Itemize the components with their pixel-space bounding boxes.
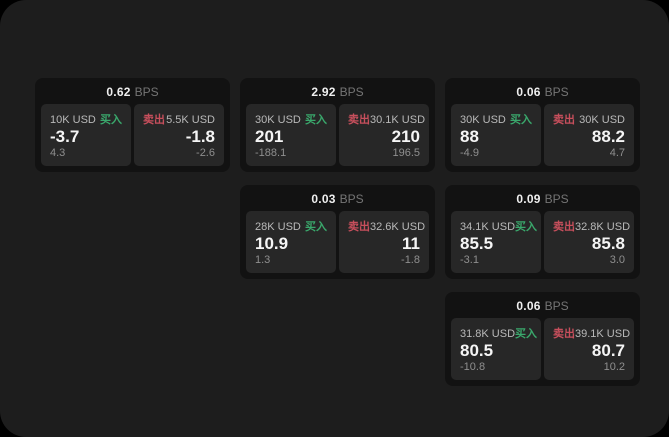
sell-side-label: 卖出: [143, 114, 165, 126]
buy-sell-panels: 34.1K USD 买入 85.5 -3.1 卖出 32.8K USD 85.8…: [451, 211, 634, 273]
buy-price: 88: [460, 127, 479, 147]
buy-panel[interactable]: 31.8K USD 买入 80.5 -10.8: [451, 318, 541, 380]
sell-delta: 4.7: [609, 147, 625, 159]
buy-price: 85.5: [460, 234, 494, 254]
sell-panel[interactable]: 卖出 32.6K USD 11 -1.8: [339, 211, 429, 273]
quote-card: 0.06 BPS 30K USD 买入 88 -4.9 卖出: [445, 78, 640, 172]
buy-delta: -10.8: [460, 361, 486, 373]
sell-size: 32.6K USD: [370, 221, 426, 233]
buy-price: 10.9: [255, 234, 289, 254]
buy-price: 80.5: [460, 341, 494, 361]
bps-value: 0.62: [106, 85, 131, 99]
sell-side-label: 卖出: [553, 328, 575, 340]
sell-panel[interactable]: 卖出 32.8K USD 85.8 3.0: [544, 211, 634, 273]
buy-size: 34.1K USD: [460, 221, 516, 233]
sell-size: 39.1K USD: [575, 328, 631, 340]
sell-delta: 10.2: [603, 361, 625, 373]
bps-unit-label: BPS: [134, 85, 159, 99]
quote-card: 2.92 BPS 30K USD 买入 201 -188.1 卖出: [240, 78, 435, 172]
buy-sell-panels: 31.8K USD 买入 80.5 -10.8 卖出 39.1K USD 80.…: [451, 318, 634, 380]
quote-card: 0.09 BPS 34.1K USD 买入 85.5 -3.1 卖出: [445, 185, 640, 279]
bps-header: 0.06 BPS: [451, 83, 634, 101]
buy-price: 201: [255, 127, 284, 147]
buy-size: 10K USD: [50, 114, 96, 126]
bps-header: 0.62 BPS: [41, 83, 224, 101]
buy-delta: -3.1: [460, 254, 479, 266]
bps-value: 0.03: [311, 192, 336, 206]
sell-price: 210: [391, 127, 420, 147]
buy-panel[interactable]: 30K USD 买入 88 -4.9: [451, 104, 541, 166]
quote-card: 0.06 BPS 31.8K USD 买入 80.5 -10.8 卖出: [445, 292, 640, 386]
sell-delta: 3.0: [609, 254, 625, 266]
buy-delta: 1.3: [255, 254, 271, 266]
bps-unit-label: BPS: [339, 85, 364, 99]
sell-side-label: 卖出: [553, 221, 575, 233]
buy-size: 28K USD: [255, 221, 301, 233]
sell-size: 30K USD: [579, 114, 625, 126]
bps-value: 0.06: [516, 299, 541, 313]
buy-side-label: 买入: [100, 114, 122, 126]
sell-size: 30.1K USD: [370, 114, 426, 126]
buy-size: 31.8K USD: [460, 328, 516, 340]
sell-panel[interactable]: 卖出 5.5K USD -1.8 -2.6: [134, 104, 224, 166]
buy-price: -3.7: [50, 127, 80, 147]
sell-price: 11: [402, 234, 420, 254]
bps-unit-label: BPS: [544, 85, 569, 99]
sell-panel[interactable]: 卖出 30.1K USD 210 196.5: [339, 104, 429, 166]
bps-header: 0.06 BPS: [451, 297, 634, 315]
sell-size: 32.8K USD: [575, 221, 631, 233]
bps-unit-label: BPS: [339, 192, 364, 206]
buy-panel[interactable]: 34.1K USD 买入 85.5 -3.1: [451, 211, 541, 273]
bps-value: 2.92: [311, 85, 336, 99]
buy-panel[interactable]: 10K USD 买入 -3.7 4.3: [41, 104, 131, 166]
buy-sell-panels: 30K USD 买入 88 -4.9 卖出 30K USD 88.2 4.7: [451, 104, 634, 166]
buy-panel[interactable]: 28K USD 买入 10.9 1.3: [246, 211, 336, 273]
sell-panel[interactable]: 卖出 30K USD 88.2 4.7: [544, 104, 634, 166]
sell-delta: 196.5: [392, 147, 420, 159]
buy-side-label: 买入: [305, 221, 327, 233]
bps-value: 0.09: [516, 192, 541, 206]
buy-delta: -4.9: [460, 147, 479, 159]
sell-size: 5.5K USD: [166, 114, 215, 126]
sell-price: 80.7: [591, 341, 625, 361]
sell-price: -1.8: [185, 127, 215, 147]
buy-panel[interactable]: 30K USD 买入 201 -188.1: [246, 104, 336, 166]
buy-sell-panels: 28K USD 买入 10.9 1.3 卖出 32.6K USD 11 -1.8: [246, 211, 429, 273]
sell-side-label: 卖出: [553, 114, 575, 126]
bps-header: 0.03 BPS: [246, 190, 429, 208]
buy-size: 30K USD: [460, 114, 506, 126]
buy-size: 30K USD: [255, 114, 301, 126]
buy-sell-panels: 30K USD 买入 201 -188.1 卖出 30.1K USD 210 1…: [246, 104, 429, 166]
bps-unit-label: BPS: [544, 192, 569, 206]
buy-side-label: 买入: [305, 114, 327, 126]
bps-header: 0.09 BPS: [451, 190, 634, 208]
bps-value: 0.06: [516, 85, 541, 99]
bps-header: 2.92 BPS: [246, 83, 429, 101]
bps-unit-label: BPS: [544, 299, 569, 313]
sell-price: 88.2: [591, 127, 625, 147]
sell-side-label: 卖出: [348, 221, 370, 233]
buy-side-label: 买入: [510, 114, 532, 126]
buy-delta: 4.3: [50, 147, 66, 159]
buy-side-label: 买入: [515, 221, 538, 233]
sell-delta: -1.8: [401, 254, 420, 266]
quote-card: 0.62 BPS 10K USD 买入 -3.7 4.3 卖出: [35, 78, 230, 172]
sell-panel[interactable]: 卖出 39.1K USD 80.7 10.2: [544, 318, 634, 380]
sell-delta: -2.6: [196, 147, 215, 159]
buy-delta: -188.1: [255, 147, 287, 159]
buy-side-label: 买入: [515, 328, 538, 340]
buy-sell-panels: 10K USD 买入 -3.7 4.3 卖出 5.5K USD -1.8 -2.…: [41, 104, 224, 166]
sell-side-label: 卖出: [348, 114, 370, 126]
quote-card: 0.03 BPS 28K USD 买入 10.9 1.3 卖出: [240, 185, 435, 279]
quote-cards-grid: 0.62 BPS 10K USD 买入 -3.7 4.3 卖出: [35, 78, 640, 386]
sell-price: 85.8: [591, 234, 625, 254]
